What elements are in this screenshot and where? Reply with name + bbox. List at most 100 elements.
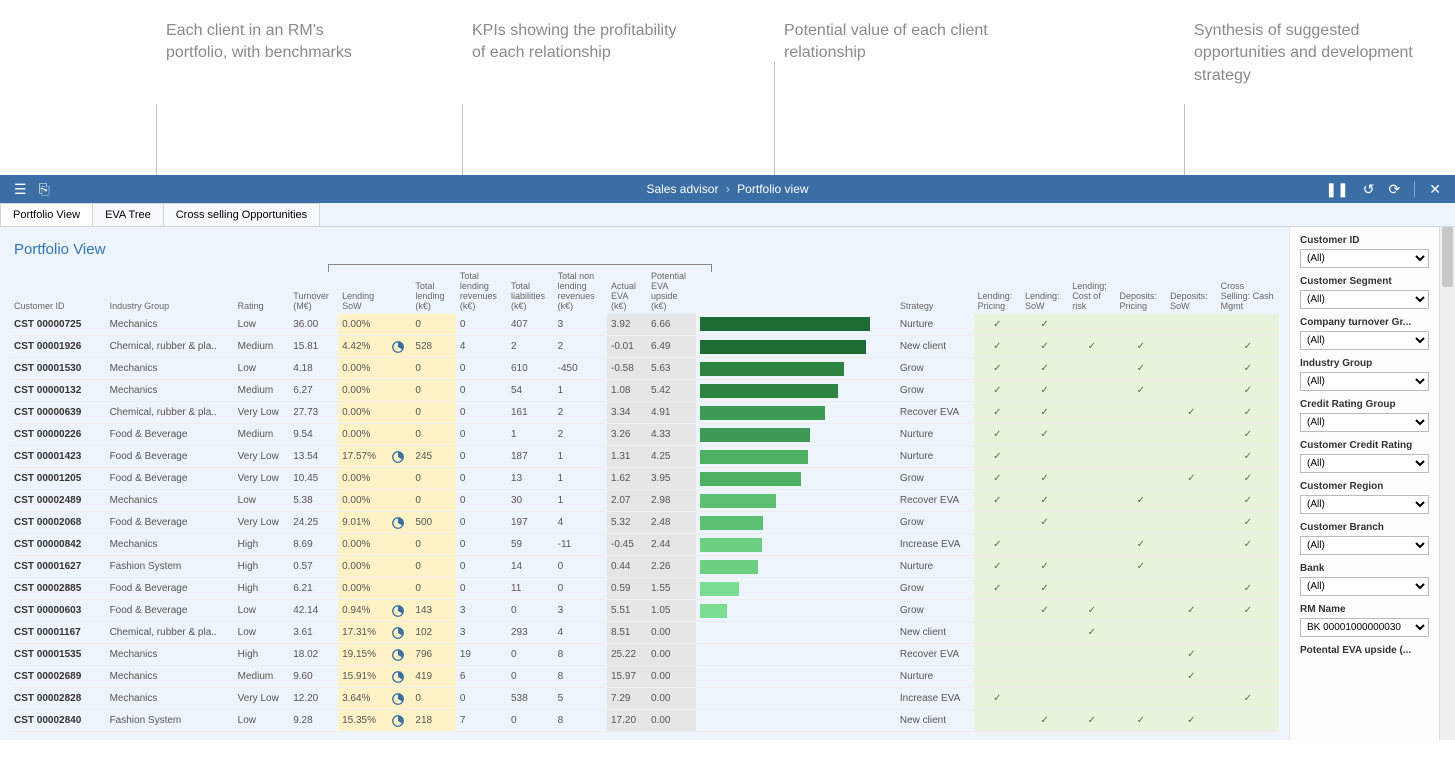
filter-select[interactable]: (All)	[1300, 577, 1429, 596]
col-header-bar[interactable]	[696, 270, 896, 314]
table-row[interactable]: CST 00002689MechanicsMedium9.6015.91%419…	[10, 666, 1279, 688]
cell-strat: New client	[896, 622, 974, 644]
close-icon[interactable]: ✕	[1429, 181, 1441, 198]
cell-tl: 0	[411, 424, 455, 446]
table-row[interactable]: CST 00000639Chemical, rubber & pla..Very…	[10, 402, 1279, 424]
table-row[interactable]: CST 00000725MechanicsLow36.000.00%004073…	[10, 314, 1279, 336]
cell-tlr: 0	[456, 512, 507, 534]
table-row[interactable]: CST 00001535MechanicsHigh18.0219.15%7961…	[10, 644, 1279, 666]
tab-cross-selling-opportunities[interactable]: Cross selling Opportunities	[163, 203, 320, 226]
table-row[interactable]: CST 00001926Chemical, rubber & pla..Medi…	[10, 336, 1279, 358]
opportunity-check	[1068, 424, 1115, 446]
col-header-tl[interactable]: Total lending (k€)	[411, 270, 455, 314]
filter-select[interactable]: (All)	[1300, 454, 1429, 473]
table-row[interactable]: CST 00001205Food & BeverageVery Low10.45…	[10, 468, 1279, 490]
scrollbar-thumb[interactable]	[1442, 227, 1453, 287]
cell-tl: 528	[411, 336, 455, 358]
opportunity-check: ✓	[974, 402, 1021, 424]
col-header-c6[interactable]: Cross Selling: Cash Mgmt	[1217, 270, 1279, 314]
cell-bar	[696, 314, 896, 336]
col-header-tliab[interactable]: Total liabilities (k€)	[507, 270, 554, 314]
cell-strat: Nurture	[896, 446, 974, 468]
scrollbar-vertical[interactable]	[1439, 227, 1455, 740]
table-row[interactable]: CST 00002489MechanicsLow5.380.00%003012.…	[10, 490, 1279, 512]
table-row[interactable]: CST 00000842MechanicsHigh8.690.00%0059-1…	[10, 534, 1279, 556]
filter-select[interactable]: (All)	[1300, 290, 1429, 309]
cell-id: CST 00000132	[10, 380, 106, 402]
export-icon[interactable]: ⎘	[39, 181, 50, 198]
sow-pie-icon	[387, 556, 411, 578]
filter-select[interactable]: (All)	[1300, 249, 1429, 268]
table-row[interactable]: CST 00000132MechanicsMedium6.270.00%0054…	[10, 380, 1279, 402]
opportunity-check	[1115, 578, 1166, 600]
opportunity-check: ✓	[1217, 490, 1279, 512]
cell-ind: Mechanics	[106, 644, 234, 666]
table-row[interactable]: CST 00002840Fashion SystemLow9.2815.35%2…	[10, 710, 1279, 732]
cell-aeva: 15.97	[607, 666, 647, 688]
col-header-ind[interactable]: Industry Group	[106, 270, 234, 314]
opportunity-check	[1217, 710, 1279, 732]
col-header-c3[interactable]: Lending: Cost of risk	[1068, 270, 1115, 314]
cell-tl: 419	[411, 666, 455, 688]
col-header-sow[interactable]: Lending SoW	[338, 270, 387, 314]
cell-tl: 0	[411, 468, 455, 490]
col-header-c1[interactable]: Lending: Pricing	[974, 270, 1021, 314]
col-header-pie[interactable]	[387, 270, 411, 314]
col-header-c4[interactable]: Deposits: Pricing	[1115, 270, 1166, 314]
pause-icon[interactable]: ❚❚	[1325, 181, 1348, 198]
menu-icon[interactable]: ☰	[14, 181, 27, 198]
table-row[interactable]: CST 00002068Food & BeverageVery Low24.25…	[10, 512, 1279, 534]
filter-select[interactable]: (All)	[1300, 413, 1429, 432]
cell-strat: Grow	[896, 600, 974, 622]
table-row[interactable]: CST 00001167Chemical, rubber & pla..Low3…	[10, 622, 1279, 644]
filter-select[interactable]: (All)	[1300, 372, 1429, 391]
filter-select[interactable]: (All)	[1300, 495, 1429, 514]
opportunity-check	[1068, 358, 1115, 380]
col-header-turn[interactable]: Turnover (M€)	[289, 270, 338, 314]
filter-select[interactable]: BK 00001000000030	[1300, 618, 1429, 637]
cell-sow: 9.01%	[338, 512, 387, 534]
col-header-tnlr[interactable]: Total non lending revenues (k€)	[554, 270, 607, 314]
opportunity-check	[1115, 512, 1166, 534]
col-header-tlr[interactable]: Total lending revenues (k€)	[456, 270, 507, 314]
refresh-icon[interactable]: ⟳	[1389, 181, 1401, 198]
cell-rating: Low	[234, 490, 290, 512]
col-header-id[interactable]: Customer ID	[10, 270, 106, 314]
annotation-text: Potential value of each client relations…	[784, 20, 1004, 65]
cell-tl: 0	[411, 534, 455, 556]
cell-tl: 0	[411, 578, 455, 600]
opportunity-check	[1166, 578, 1217, 600]
filter-group: Customer Segment(All)	[1300, 276, 1429, 309]
cell-bar	[696, 490, 896, 512]
table-row[interactable]: CST 00001627Fashion SystemHigh0.570.00%0…	[10, 556, 1279, 578]
opportunity-check: ✓	[1115, 490, 1166, 512]
filter-select[interactable]: (All)	[1300, 536, 1429, 555]
table-row[interactable]: CST 00001530MechanicsLow4.180.00%00610-4…	[10, 358, 1279, 380]
table-row[interactable]: CST 00000603Food & BeverageLow42.140.94%…	[10, 600, 1279, 622]
col-header-c5[interactable]: Deposits: SoW	[1166, 270, 1217, 314]
tab-portfolio-view[interactable]: Portfolio View	[0, 203, 93, 226]
cell-ind: Mechanics	[106, 358, 234, 380]
cell-sow: 3.64%	[338, 688, 387, 710]
cell-aeva: -0.45	[607, 534, 647, 556]
col-header-peva[interactable]: Potential EVA upside (k€)	[647, 270, 696, 314]
col-header-rating[interactable]: Rating	[234, 270, 290, 314]
table-row[interactable]: CST 00002828MechanicsVery Low12.203.64%0…	[10, 688, 1279, 710]
filter-select[interactable]: (All)	[1300, 331, 1429, 350]
opportunity-check: ✓	[1021, 556, 1068, 578]
cell-tl: 0	[411, 314, 455, 336]
col-header-c2[interactable]: Lending: SoW	[1021, 270, 1068, 314]
col-header-strat[interactable]: Strategy	[896, 270, 974, 314]
cell-tlr: 0	[456, 358, 507, 380]
tab-eva-tree[interactable]: EVA Tree	[92, 203, 164, 226]
table-row[interactable]: CST 00002885Food & BeverageHigh6.210.00%…	[10, 578, 1279, 600]
table-row[interactable]: CST 00001423Food & BeverageVery Low13.54…	[10, 446, 1279, 468]
col-header-aeva[interactable]: Actual EVA (k€)	[607, 270, 647, 314]
cell-tlr: 3	[456, 600, 507, 622]
undo-icon[interactable]: ↺	[1363, 181, 1375, 198]
opportunity-check	[1068, 688, 1115, 710]
cell-tlr: 0	[456, 578, 507, 600]
breadcrumb-root[interactable]: Sales advisor	[646, 182, 718, 196]
cell-turn: 10.45	[289, 468, 338, 490]
table-row[interactable]: CST 00000226Food & BeverageMedium9.540.0…	[10, 424, 1279, 446]
